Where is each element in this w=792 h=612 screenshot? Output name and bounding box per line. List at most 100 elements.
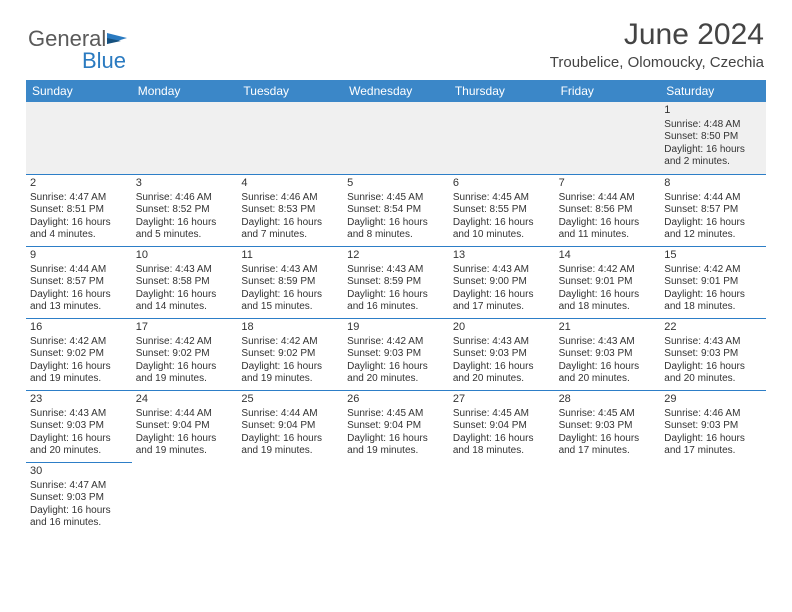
day-ss: Sunset: 9:03 PM <box>347 348 445 361</box>
day-ss: Sunset: 9:00 PM <box>453 276 551 289</box>
day-cell: 15Sunrise: 4:42 AMSunset: 9:01 PMDayligh… <box>660 246 766 318</box>
day-cell: 2Sunrise: 4:47 AMSunset: 8:51 PMDaylight… <box>26 174 132 246</box>
day-sr: Sunrise: 4:43 AM <box>347 264 445 277</box>
day-number: 14 <box>559 249 657 263</box>
day-number: 16 <box>30 321 128 335</box>
day-info: Sunrise: 4:44 AMSunset: 8:57 PMDaylight:… <box>664 192 762 242</box>
day-info: Sunrise: 4:46 AMSunset: 8:52 PMDaylight:… <box>136 192 234 242</box>
empty-cell <box>660 462 766 534</box>
day-number: 9 <box>30 249 128 263</box>
day-sr: Sunrise: 4:43 AM <box>30 408 128 421</box>
flag-icon <box>107 32 129 46</box>
day-sr: Sunrise: 4:42 AM <box>559 264 657 277</box>
day-d1: Daylight: 16 hours <box>453 361 551 374</box>
day-d2: and 16 minutes. <box>347 301 445 314</box>
day-sr: Sunrise: 4:43 AM <box>453 336 551 349</box>
day-d2: and 20 minutes. <box>347 373 445 386</box>
day-d1: Daylight: 16 hours <box>136 217 234 230</box>
day-d2: and 18 minutes. <box>453 445 551 458</box>
day-d1: Daylight: 16 hours <box>664 217 762 230</box>
day-info: Sunrise: 4:44 AMSunset: 8:57 PMDaylight:… <box>30 264 128 314</box>
day-ss: Sunset: 9:01 PM <box>664 276 762 289</box>
day-info: Sunrise: 4:45 AMSunset: 9:04 PMDaylight:… <box>453 408 551 458</box>
day-info: Sunrise: 4:43 AMSunset: 8:58 PMDaylight:… <box>136 264 234 314</box>
day-ss: Sunset: 8:52 PM <box>136 204 234 217</box>
day-d1: Daylight: 16 hours <box>241 361 339 374</box>
day-number: 6 <box>453 177 551 191</box>
day-ss: Sunset: 9:03 PM <box>30 420 128 433</box>
day-d2: and 19 minutes. <box>347 445 445 458</box>
day-ss: Sunset: 9:04 PM <box>241 420 339 433</box>
day-info: Sunrise: 4:47 AMSunset: 8:51 PMDaylight:… <box>30 192 128 242</box>
day-d2: and 8 minutes. <box>347 229 445 242</box>
day-sr: Sunrise: 4:44 AM <box>136 408 234 421</box>
day-cell: 21Sunrise: 4:43 AMSunset: 9:03 PMDayligh… <box>555 318 661 390</box>
day-d1: Daylight: 16 hours <box>347 361 445 374</box>
day-d2: and 4 minutes. <box>30 229 128 242</box>
day-cell: 3Sunrise: 4:46 AMSunset: 8:52 PMDaylight… <box>132 174 238 246</box>
day-d1: Daylight: 16 hours <box>347 289 445 302</box>
day-number: 17 <box>136 321 234 335</box>
day-sr: Sunrise: 4:43 AM <box>559 336 657 349</box>
day-number: 24 <box>136 393 234 407</box>
day-d1: Daylight: 16 hours <box>30 217 128 230</box>
day-number: 27 <box>453 393 551 407</box>
dow-monday: Monday <box>132 80 238 102</box>
day-of-week-row: Sunday Monday Tuesday Wednesday Thursday… <box>26 80 766 102</box>
day-d1: Daylight: 16 hours <box>559 289 657 302</box>
day-d1: Daylight: 16 hours <box>136 289 234 302</box>
day-ss: Sunset: 9:04 PM <box>453 420 551 433</box>
day-number: 8 <box>664 177 762 191</box>
day-d2: and 19 minutes. <box>30 373 128 386</box>
day-d2: and 18 minutes. <box>664 301 762 314</box>
day-info: Sunrise: 4:44 AMSunset: 8:56 PMDaylight:… <box>559 192 657 242</box>
day-sr: Sunrise: 4:42 AM <box>30 336 128 349</box>
week-row: 16Sunrise: 4:42 AMSunset: 9:02 PMDayligh… <box>26 318 766 390</box>
day-number: 10 <box>136 249 234 263</box>
day-number: 21 <box>559 321 657 335</box>
day-info: Sunrise: 4:45 AMSunset: 9:03 PMDaylight:… <box>559 408 657 458</box>
dow-wednesday: Wednesday <box>343 80 449 102</box>
day-sr: Sunrise: 4:42 AM <box>347 336 445 349</box>
empty-cell <box>555 462 661 534</box>
day-d2: and 20 minutes. <box>30 445 128 458</box>
empty-cell <box>237 462 343 534</box>
day-d2: and 20 minutes. <box>664 373 762 386</box>
day-info: Sunrise: 4:46 AMSunset: 9:03 PMDaylight:… <box>664 408 762 458</box>
brand-part2: Blue <box>82 48 126 73</box>
day-info: Sunrise: 4:42 AMSunset: 9:01 PMDaylight:… <box>559 264 657 314</box>
day-ss: Sunset: 9:02 PM <box>241 348 339 361</box>
day-d1: Daylight: 16 hours <box>30 505 128 518</box>
day-info: Sunrise: 4:47 AMSunset: 9:03 PMDaylight:… <box>30 480 128 530</box>
day-sr: Sunrise: 4:42 AM <box>241 336 339 349</box>
day-cell: 5Sunrise: 4:45 AMSunset: 8:54 PMDaylight… <box>343 174 449 246</box>
day-d1: Daylight: 16 hours <box>559 361 657 374</box>
day-d2: and 13 minutes. <box>30 301 128 314</box>
day-info: Sunrise: 4:43 AMSunset: 9:03 PMDaylight:… <box>453 336 551 386</box>
day-d1: Daylight: 16 hours <box>453 217 551 230</box>
day-number: 26 <box>347 393 445 407</box>
day-d1: Daylight: 16 hours <box>453 433 551 446</box>
day-d2: and 17 minutes. <box>453 301 551 314</box>
day-sr: Sunrise: 4:43 AM <box>453 264 551 277</box>
dow-sunday: Sunday <box>26 80 132 102</box>
empty-cell <box>449 102 555 174</box>
day-cell: 1Sunrise: 4:48 AMSunset: 8:50 PMDaylight… <box>660 102 766 174</box>
month-title: June 2024 <box>550 18 764 52</box>
day-d2: and 19 minutes. <box>241 445 339 458</box>
day-info: Sunrise: 4:48 AMSunset: 8:50 PMDaylight:… <box>664 119 762 169</box>
day-number: 28 <box>559 393 657 407</box>
day-ss: Sunset: 8:57 PM <box>664 204 762 217</box>
day-ss: Sunset: 9:02 PM <box>30 348 128 361</box>
day-number: 11 <box>241 249 339 263</box>
week-row: 2Sunrise: 4:47 AMSunset: 8:51 PMDaylight… <box>26 174 766 246</box>
week-row: 23Sunrise: 4:43 AMSunset: 9:03 PMDayligh… <box>26 390 766 462</box>
day-ss: Sunset: 9:03 PM <box>664 348 762 361</box>
day-d1: Daylight: 16 hours <box>30 433 128 446</box>
day-ss: Sunset: 9:03 PM <box>453 348 551 361</box>
day-info: Sunrise: 4:43 AMSunset: 8:59 PMDaylight:… <box>241 264 339 314</box>
day-info: Sunrise: 4:42 AMSunset: 9:01 PMDaylight:… <box>664 264 762 314</box>
day-cell: 20Sunrise: 4:43 AMSunset: 9:03 PMDayligh… <box>449 318 555 390</box>
day-d2: and 20 minutes. <box>559 373 657 386</box>
day-d1: Daylight: 16 hours <box>664 361 762 374</box>
